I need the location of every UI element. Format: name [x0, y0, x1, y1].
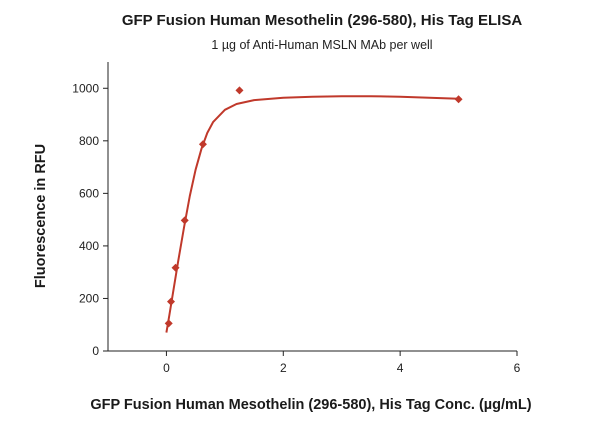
- data-point: [164, 319, 173, 328]
- fit-curve: [165, 95, 459, 333]
- y-tick-label: 0: [92, 344, 99, 358]
- chart-subtitle: 1 µg of Anti-Human MSLN MAb per well: [211, 38, 432, 52]
- x-tick-label: 0: [163, 361, 170, 375]
- plot-area: [164, 86, 463, 333]
- x-axis-title: GFP Fusion Human Mesothelin (296-580), H…: [90, 397, 531, 413]
- x-axis: 0 2 4 6: [108, 350, 521, 375]
- x-tick-label: 6: [514, 361, 521, 375]
- x-tick-label: 2: [280, 361, 287, 375]
- y-axis: 0 200 400 600 800 1000: [72, 62, 109, 358]
- y-tick-label: 400: [79, 239, 99, 253]
- x-tick-label: 4: [397, 361, 404, 375]
- y-tick-label: 800: [79, 134, 99, 148]
- y-tick-label: 1000: [72, 81, 99, 95]
- y-axis-title: Fluorescence in RFU: [33, 144, 49, 288]
- data-point: [235, 86, 244, 95]
- y-tick-label: 600: [79, 186, 99, 200]
- data-point: [454, 95, 463, 104]
- data-point: [198, 140, 207, 149]
- y-tick-label: 200: [79, 291, 99, 305]
- data-point: [180, 216, 189, 225]
- data-point: [171, 263, 180, 272]
- chart-title: GFP Fusion Human Mesothelin (296-580), H…: [122, 12, 523, 29]
- data-point: [166, 297, 175, 306]
